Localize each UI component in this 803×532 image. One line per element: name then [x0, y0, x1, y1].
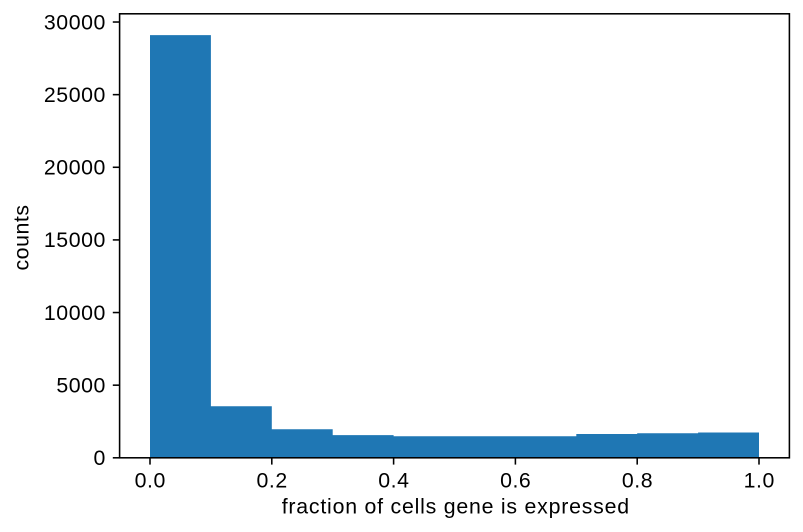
svg-text:fraction of cells gene is expr: fraction of cells gene is expressed [282, 494, 630, 518]
svg-text:10000: 10000 [44, 301, 106, 325]
svg-text:25000: 25000 [44, 83, 106, 107]
svg-text:counts: counts [10, 204, 34, 270]
svg-text:5000: 5000 [56, 374, 106, 398]
svg-text:0.2: 0.2 [256, 469, 287, 493]
svg-text:1.0: 1.0 [744, 469, 775, 493]
svg-text:20000: 20000 [44, 156, 106, 180]
svg-text:0.0: 0.0 [135, 469, 166, 493]
svg-text:0.6: 0.6 [500, 469, 531, 493]
svg-text:15000: 15000 [44, 228, 106, 252]
svg-text:0: 0 [93, 446, 105, 470]
svg-text:30000: 30000 [44, 10, 106, 34]
svg-text:0.4: 0.4 [378, 469, 409, 493]
svg-text:0.8: 0.8 [622, 469, 653, 493]
